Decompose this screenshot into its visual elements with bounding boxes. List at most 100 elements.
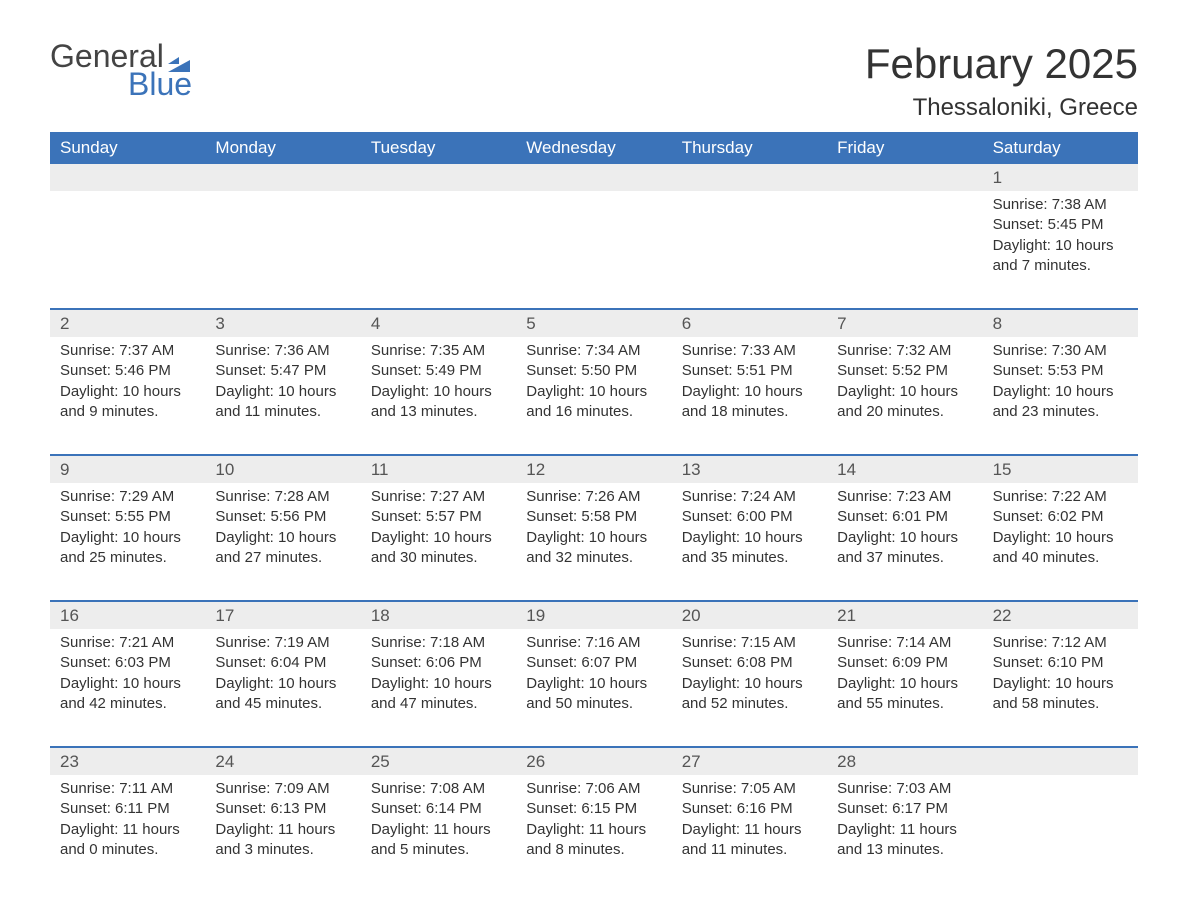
day-cell: Sunrise: 7:38 AMSunset: 5:45 PMDaylight:… [983, 191, 1138, 294]
sunset-text: Sunset: 5:57 PM [371, 507, 506, 527]
daynum-row: 16171819202122 [50, 602, 1138, 629]
location-label: Thessaloniki, Greece [865, 94, 1138, 122]
title-block: February 2025 Thessaloniki, Greece [865, 40, 1138, 122]
sunrise-text: Sunrise: 7:29 AM [60, 487, 195, 507]
day-cell [672, 191, 827, 294]
day-number: 6 [672, 310, 827, 337]
day-cell [50, 191, 205, 294]
sunset-text: Sunset: 5:52 PM [837, 361, 972, 381]
day-number: 26 [516, 748, 671, 775]
sunrise-text: Sunrise: 7:21 AM [60, 633, 195, 653]
dow-thursday: Thursday [672, 132, 827, 164]
day-number: 7 [827, 310, 982, 337]
daylight-text: Daylight: 10 hours and 25 minutes. [60, 528, 195, 569]
day-number: 14 [827, 456, 982, 483]
day-number: 4 [361, 310, 516, 337]
day-number: 12 [516, 456, 671, 483]
sunset-text: Sunset: 5:51 PM [682, 361, 817, 381]
sunrise-text: Sunrise: 7:03 AM [837, 779, 972, 799]
day-number: 22 [983, 602, 1138, 629]
daylight-text: Daylight: 10 hours and 40 minutes. [993, 528, 1128, 569]
day-cell: Sunrise: 7:26 AMSunset: 5:58 PMDaylight:… [516, 483, 671, 586]
day-cell [205, 191, 360, 294]
sunrise-text: Sunrise: 7:18 AM [371, 633, 506, 653]
sunset-text: Sunset: 6:11 PM [60, 799, 195, 819]
daylight-text: Daylight: 11 hours and 0 minutes. [60, 820, 195, 861]
day-cell: Sunrise: 7:05 AMSunset: 6:16 PMDaylight:… [672, 775, 827, 878]
day-number: 21 [827, 602, 982, 629]
sunrise-text: Sunrise: 7:06 AM [526, 779, 661, 799]
sunrise-text: Sunrise: 7:33 AM [682, 341, 817, 361]
day-number: 19 [516, 602, 671, 629]
day-cell: Sunrise: 7:29 AMSunset: 5:55 PMDaylight:… [50, 483, 205, 586]
sunrise-text: Sunrise: 7:30 AM [993, 341, 1128, 361]
sunset-text: Sunset: 6:02 PM [993, 507, 1128, 527]
day-cell: Sunrise: 7:30 AMSunset: 5:53 PMDaylight:… [983, 337, 1138, 440]
daylight-text: Daylight: 10 hours and 13 minutes. [371, 382, 506, 423]
daylight-text: Daylight: 10 hours and 11 minutes. [215, 382, 350, 423]
sunset-text: Sunset: 6:17 PM [837, 799, 972, 819]
sunrise-text: Sunrise: 7:26 AM [526, 487, 661, 507]
day-cell: Sunrise: 7:28 AMSunset: 5:56 PMDaylight:… [205, 483, 360, 586]
day-cell: Sunrise: 7:36 AMSunset: 5:47 PMDaylight:… [205, 337, 360, 440]
day-number [205, 164, 360, 191]
day-cell: Sunrise: 7:03 AMSunset: 6:17 PMDaylight:… [827, 775, 982, 878]
sunset-text: Sunset: 5:50 PM [526, 361, 661, 381]
sunrise-text: Sunrise: 7:34 AM [526, 341, 661, 361]
day-number: 28 [827, 748, 982, 775]
daylight-text: Daylight: 11 hours and 3 minutes. [215, 820, 350, 861]
sunrise-text: Sunrise: 7:23 AM [837, 487, 972, 507]
sunset-text: Sunset: 6:16 PM [682, 799, 817, 819]
sunset-text: Sunset: 6:06 PM [371, 653, 506, 673]
day-number: 16 [50, 602, 205, 629]
daynum-row: 1 [50, 164, 1138, 191]
sunrise-text: Sunrise: 7:36 AM [215, 341, 350, 361]
sunrise-text: Sunrise: 7:05 AM [682, 779, 817, 799]
day-cell: Sunrise: 7:12 AMSunset: 6:10 PMDaylight:… [983, 629, 1138, 732]
daylight-text: Daylight: 10 hours and 27 minutes. [215, 528, 350, 569]
day-number: 2 [50, 310, 205, 337]
dow-friday: Friday [827, 132, 982, 164]
day-cell [983, 775, 1138, 878]
week-row: 16171819202122Sunrise: 7:21 AMSunset: 6:… [50, 600, 1138, 732]
header: General Blue February 2025 Thessaloniki,… [50, 40, 1138, 122]
day-number [672, 164, 827, 191]
day-number: 20 [672, 602, 827, 629]
day-number: 15 [983, 456, 1138, 483]
sunset-text: Sunset: 5:46 PM [60, 361, 195, 381]
sunset-text: Sunset: 6:08 PM [682, 653, 817, 673]
sunset-text: Sunset: 5:53 PM [993, 361, 1128, 381]
day-cell: Sunrise: 7:09 AMSunset: 6:13 PMDaylight:… [205, 775, 360, 878]
daylight-text: Daylight: 11 hours and 8 minutes. [526, 820, 661, 861]
day-number [361, 164, 516, 191]
day-number: 27 [672, 748, 827, 775]
sunset-text: Sunset: 6:14 PM [371, 799, 506, 819]
sunset-text: Sunset: 6:00 PM [682, 507, 817, 527]
sunset-text: Sunset: 6:03 PM [60, 653, 195, 673]
day-number: 10 [205, 456, 360, 483]
day-cell [516, 191, 671, 294]
daylight-text: Daylight: 10 hours and 58 minutes. [993, 674, 1128, 715]
day-number: 9 [50, 456, 205, 483]
day-cell: Sunrise: 7:34 AMSunset: 5:50 PMDaylight:… [516, 337, 671, 440]
day-number: 25 [361, 748, 516, 775]
day-cell: Sunrise: 7:35 AMSunset: 5:49 PMDaylight:… [361, 337, 516, 440]
sunrise-text: Sunrise: 7:32 AM [837, 341, 972, 361]
sunset-text: Sunset: 5:55 PM [60, 507, 195, 527]
daynum-row: 2345678 [50, 310, 1138, 337]
daylight-text: Daylight: 10 hours and 16 minutes. [526, 382, 661, 423]
daylight-text: Daylight: 10 hours and 35 minutes. [682, 528, 817, 569]
day-cell: Sunrise: 7:16 AMSunset: 6:07 PMDaylight:… [516, 629, 671, 732]
sunset-text: Sunset: 6:04 PM [215, 653, 350, 673]
day-number: 13 [672, 456, 827, 483]
day-cell: Sunrise: 7:24 AMSunset: 6:00 PMDaylight:… [672, 483, 827, 586]
day-number: 24 [205, 748, 360, 775]
day-number: 1 [983, 164, 1138, 191]
daylight-text: Daylight: 10 hours and 42 minutes. [60, 674, 195, 715]
daylight-text: Daylight: 10 hours and 20 minutes. [837, 382, 972, 423]
dow-saturday: Saturday [983, 132, 1138, 164]
day-cell: Sunrise: 7:14 AMSunset: 6:09 PMDaylight:… [827, 629, 982, 732]
daylight-text: Daylight: 10 hours and 47 minutes. [371, 674, 506, 715]
sunrise-text: Sunrise: 7:19 AM [215, 633, 350, 653]
sunrise-text: Sunrise: 7:15 AM [682, 633, 817, 653]
